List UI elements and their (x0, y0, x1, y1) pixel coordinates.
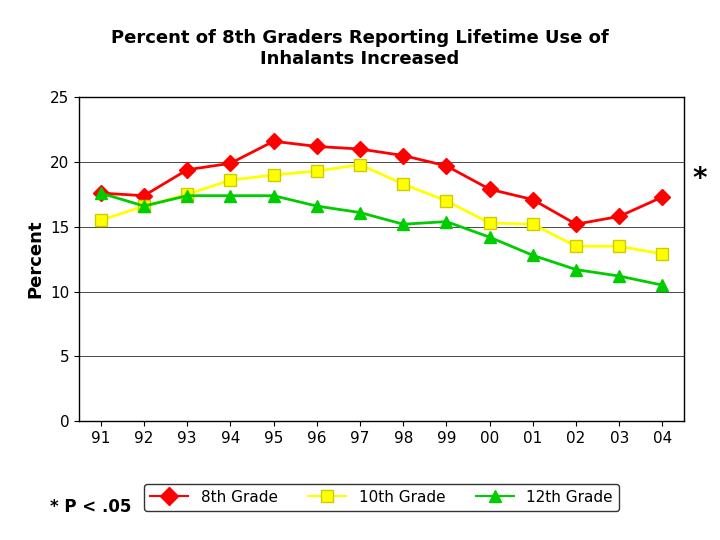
Text: * P < .05: * P < .05 (50, 498, 132, 516)
Text: *: * (693, 165, 707, 193)
Legend: 8th Grade, 10th Grade, 12th Grade: 8th Grade, 10th Grade, 12th Grade (144, 483, 619, 511)
Y-axis label: Percent: Percent (27, 220, 45, 299)
Text: Percent of 8th Graders Reporting Lifetime Use of
Inhalants Increased: Percent of 8th Graders Reporting Lifetim… (111, 29, 609, 68)
